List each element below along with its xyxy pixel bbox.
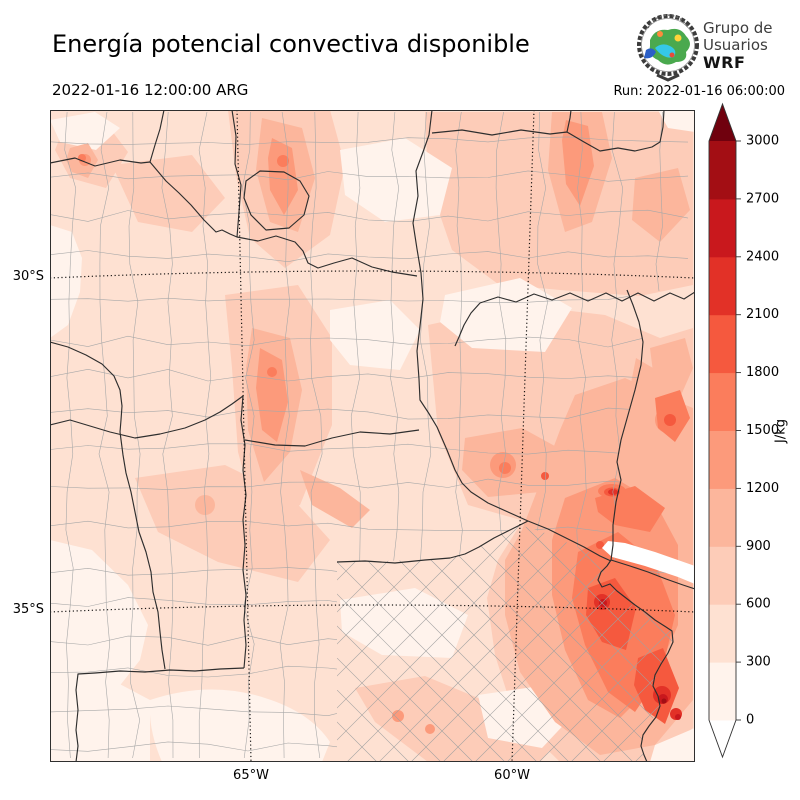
department-line — [279, 111, 291, 759]
department-line — [50, 407, 689, 420]
valid-time-label: 2022-01-16 12:00:00 ARG — [52, 81, 249, 99]
lat-tick-30s: 30°S — [12, 269, 44, 284]
colorbar-tick-label: 0 — [746, 713, 754, 728]
colorbar-segment — [709, 314, 736, 374]
department-line — [337, 525, 637, 762]
department-line — [337, 525, 541, 762]
department-line — [591, 525, 673, 762]
colorbar-segment — [709, 604, 736, 663]
logo-text: Grupo de Usuarios WRF — [703, 19, 773, 72]
department-line — [310, 111, 323, 759]
department-line — [50, 335, 689, 348]
province-boundaries — [50, 110, 695, 762]
department-line — [50, 478, 689, 490]
department-line — [337, 525, 517, 762]
department-line — [337, 525, 421, 762]
department-line — [50, 368, 689, 382]
department-line — [337, 525, 573, 762]
atlantic-coastline — [597, 559, 674, 762]
department-line — [50, 250, 689, 263]
map-canvas — [50, 110, 695, 762]
department-line — [50, 520, 689, 533]
colorbar-segment — [709, 256, 736, 316]
map-frame — [50, 110, 695, 762]
logo-ribbon — [656, 73, 680, 82]
department-line — [161, 111, 174, 759]
department-line — [50, 170, 689, 182]
department-line — [337, 525, 549, 762]
department-line — [337, 525, 485, 762]
wrf-users-group-logo — [637, 14, 699, 82]
department-line — [559, 525, 673, 762]
wrf-label: WRF — [703, 53, 746, 72]
department-line — [527, 525, 673, 762]
colorbar-tick-label: 600 — [746, 597, 771, 612]
department-line — [50, 443, 689, 456]
lon-tick-60w: 60°W — [494, 768, 530, 783]
colorbar-unit-label: J/kg — [774, 419, 789, 444]
graticule-gridlines — [50, 110, 695, 762]
rio-de-la-plata — [602, 541, 695, 584]
colorbar-tick-label: 2700 — [746, 191, 779, 206]
department-line — [463, 525, 673, 762]
colorbar-over-arrow — [709, 104, 736, 141]
page-title: Energía potencial convectiva disponible — [52, 30, 530, 58]
department-line — [337, 525, 581, 762]
department-line — [242, 111, 255, 759]
colorbar-under-arrow — [709, 720, 736, 757]
colorbar-tick-label: 1500 — [746, 423, 779, 438]
colorbar-tick-label: 2100 — [746, 307, 779, 322]
colorbar-tick-label: 1800 — [746, 365, 779, 380]
logo-arc-text — [647, 14, 689, 29]
colorbar: 0 300 600 900 1200 1500 1800 2100 2400 2700 3000 J/… — [708, 102, 789, 759]
colorbar-tick-label: 2400 — [746, 249, 779, 264]
gridline-65w — [236, 110, 252, 762]
cape-map — [50, 110, 695, 762]
lat-tick-35s: 35°S — [12, 602, 44, 617]
logo-globe-map — [644, 28, 690, 65]
colorbar-segment — [709, 198, 736, 258]
department-line — [495, 525, 673, 762]
colorbar-segment — [709, 372, 736, 431]
colorbar-tick-label: 300 — [746, 655, 771, 670]
colorbar-segment — [709, 141, 736, 200]
department-line — [337, 525, 453, 762]
lon-tick-65w: 65°W — [233, 768, 269, 783]
department-line — [50, 136, 689, 145]
colorbar-segment — [709, 546, 736, 605]
department-line — [128, 111, 141, 759]
colorbar-segment — [709, 430, 736, 489]
run-time-label: Run: 2022-01-16 06:00:00 — [613, 84, 785, 99]
colorbar-tick-label: 900 — [746, 539, 771, 554]
department-line — [431, 525, 673, 762]
department-line — [50, 209, 689, 223]
colorbar-segment — [709, 488, 736, 547]
department-line — [50, 293, 689, 303]
department-line — [337, 525, 605, 762]
colorbar-tick-label: 3000 — [746, 134, 779, 149]
gridline-60w — [511, 110, 535, 762]
department-line — [98, 111, 111, 759]
colorbar-segment — [709, 662, 736, 721]
colorbar-tick-label: 1200 — [746, 481, 779, 496]
department-line — [64, 111, 77, 759]
uruguay-river-border — [610, 289, 644, 561]
